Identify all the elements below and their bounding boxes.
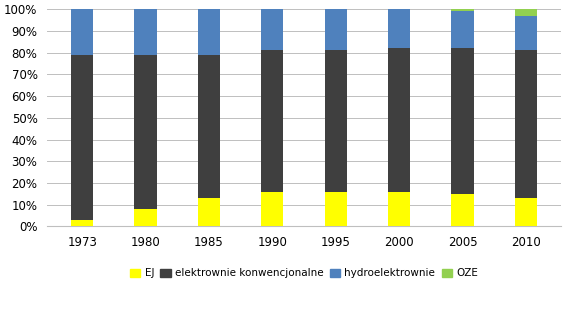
Bar	[451, 11, 473, 48]
Bar	[325, 51, 347, 192]
Bar	[198, 198, 220, 226]
Bar	[134, 55, 157, 209]
Legend: EJ, elektrownie konwencjonalne, hydroelektrownie, OZE: EJ, elektrownie konwencjonalne, hydroele…	[126, 264, 482, 283]
Bar	[388, 192, 410, 226]
Bar	[134, 9, 157, 55]
Bar	[325, 9, 347, 51]
Bar	[71, 9, 93, 55]
Bar	[71, 220, 93, 226]
Bar	[198, 9, 220, 55]
Bar	[261, 51, 284, 192]
Bar	[515, 16, 537, 51]
Bar	[451, 194, 473, 226]
Bar	[388, 48, 410, 192]
Bar	[515, 9, 537, 16]
Bar	[451, 48, 473, 194]
Bar	[325, 192, 347, 226]
Bar	[515, 51, 537, 198]
Bar	[134, 209, 157, 226]
Bar	[198, 55, 220, 198]
Bar	[451, 9, 473, 11]
Bar	[261, 9, 284, 51]
Bar	[388, 9, 410, 48]
Bar	[71, 55, 93, 220]
Bar	[515, 198, 537, 226]
Bar	[261, 192, 284, 226]
